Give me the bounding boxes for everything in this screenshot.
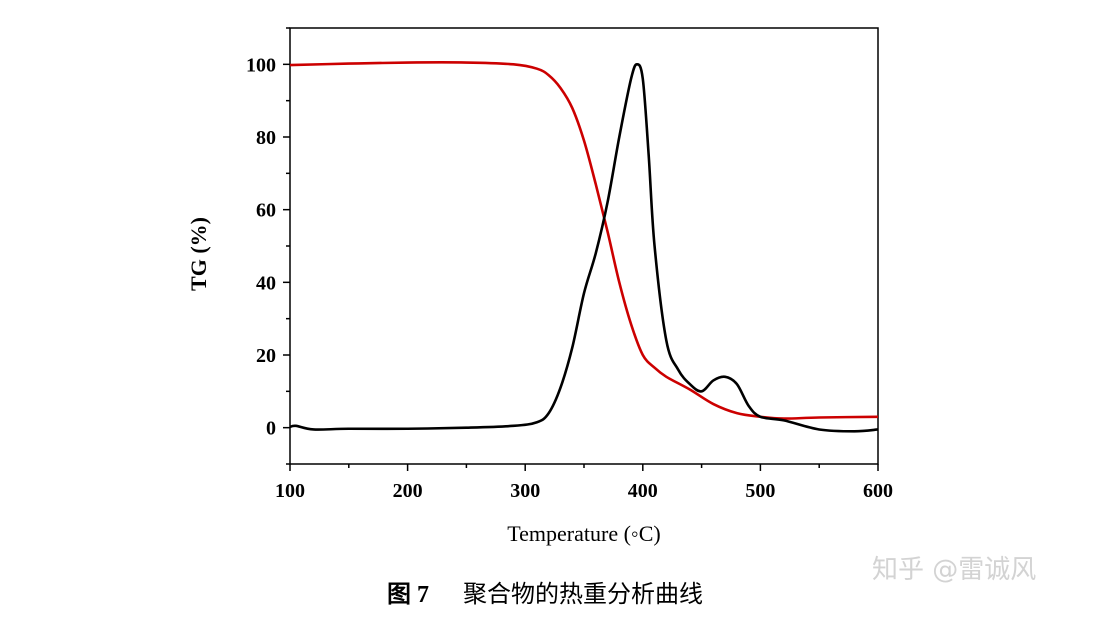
x-tick-label: 600 — [863, 480, 893, 502]
x-tick-label: 500 — [745, 480, 775, 502]
y-tick-label: 0 — [266, 418, 276, 440]
y-tick-label: 100 — [246, 54, 276, 76]
y-tick-label: 40 — [256, 272, 276, 294]
watermark: 知乎 @雷诚风 — [872, 555, 1037, 585]
x-tick-label: 100 — [275, 480, 305, 502]
x-tick-labels: 100 200 300 400 500 600 — [275, 480, 893, 502]
axis-ticks — [283, 27, 879, 471]
series-group — [289, 61, 879, 433]
y-tick-labels: 0 20 40 60 80 100 — [246, 54, 276, 439]
x-tick-label: 200 — [393, 480, 423, 502]
plot-frame — [289, 27, 879, 465]
figure-title: 聚合物的热重分析曲线 — [463, 582, 703, 608]
tg-series-line — [289, 61, 879, 420]
x-axis-title: Temperature (◦C) — [507, 521, 660, 546]
y-tick-label: 20 — [256, 345, 276, 367]
x-tick-label: 300 — [510, 480, 540, 502]
y-axis-title: TG (%) — [186, 217, 211, 291]
y-tick-label: 80 — [256, 127, 276, 149]
dtg-series-line — [289, 63, 879, 433]
figure-number: 图 7 — [387, 582, 429, 608]
figure-caption: 图 7 聚合物的热重分析曲线 — [0, 574, 1090, 609]
x-tick-label: 400 — [628, 480, 658, 502]
y-tick-label: 60 — [256, 200, 276, 222]
